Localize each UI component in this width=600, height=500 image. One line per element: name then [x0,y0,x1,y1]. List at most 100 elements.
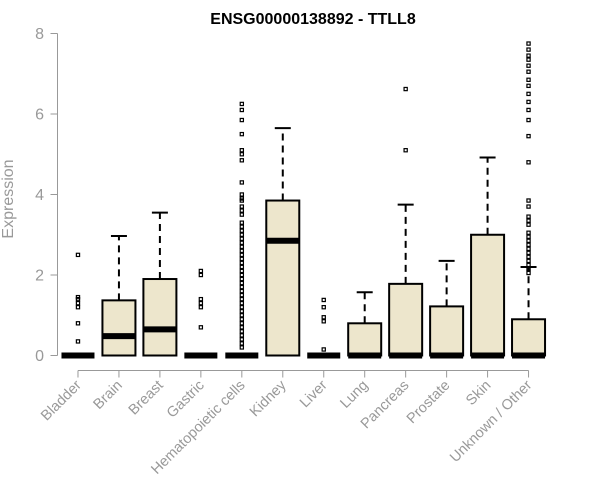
outlier-point [526,222,531,227]
outlier-point [526,69,531,74]
x-tick-label: Bladder [38,377,85,424]
outlier-point [239,228,245,233]
y-tick-label: 0 [35,348,44,365]
outlier-point [198,268,204,274]
outlier-point [526,41,531,46]
box-rect [101,299,137,357]
outlier-point [239,212,245,217]
box-gastric [184,268,218,359]
outlier-point [239,252,245,258]
outlier-point [239,248,245,254]
outlier-point [239,240,245,245]
outlier-point [526,218,531,223]
box-series [61,41,547,359]
outlier-point [239,313,245,318]
outlier-point [239,107,245,113]
outlier-point [239,260,245,266]
outlier-point [239,272,245,278]
outlier-point [239,300,245,306]
outlier-point [239,148,245,153]
y-axis-label: Expression [0,159,17,238]
outlier-point [239,296,245,302]
outlier-point [239,244,245,250]
x-tick-label: Brain [91,378,126,413]
outlier-point [75,296,81,302]
outlier-point [239,264,245,270]
box-rect [142,278,178,357]
outlier-point [526,254,531,260]
outlier-point [239,341,245,346]
box-pancreas [388,86,424,359]
box-bladder [61,252,95,359]
outlier-point [75,339,81,344]
outlier-point [526,117,531,123]
x-tick-label: Prostate [404,378,453,427]
outlier-point [239,317,245,322]
outlier-point [321,347,326,352]
box-skin [470,156,506,359]
outlier-point [526,99,531,105]
outlier-point [526,234,531,239]
outlier-point [239,220,245,225]
outlier-point [75,300,81,306]
chart-title: ENSG00000138892 - TTLL8 [210,11,416,28]
outlier-point [321,305,326,310]
outlier-point [75,252,81,258]
box-rect [511,318,547,357]
outlier-point [239,284,245,290]
outlier-point [526,262,531,268]
outlier-point [526,77,531,82]
outlier-point [239,180,245,185]
outlier-point [239,337,245,342]
box-kidney [265,127,301,357]
outlier-point [526,53,531,58]
box-liver [307,297,341,359]
outlier-point [239,131,245,137]
outlier-point [526,270,531,276]
outlier-point [198,296,204,302]
outlier-point [526,204,531,209]
outlier-point [321,315,326,320]
y-tick-label: 8 [35,26,44,43]
outlier-point [198,272,204,278]
outlier-point [526,83,531,89]
outlier-point [526,266,531,272]
outlier-point [239,236,245,241]
outlier-point [526,214,531,219]
outlier-point [526,230,531,235]
outlier-point [526,63,531,68]
outlier-point [526,258,531,264]
outlier-point [239,333,245,338]
box-prostate [429,259,465,359]
outlier-point [403,148,408,153]
outlier-point [239,158,245,163]
outlier-point [239,192,245,197]
outlier-point [239,305,245,310]
outlier-point [526,107,531,113]
outlier-point [321,297,326,303]
y-tick-label: 2 [35,268,44,285]
outlier-point [239,321,245,326]
outlier-point [239,309,245,314]
outlier-point [239,345,245,350]
y-axis: 0 2 4 6 8 [35,26,58,365]
x-tick-label: Lung [337,378,371,412]
outlier-point [239,268,245,274]
outlier-point [526,242,531,248]
box-rect [347,322,383,357]
outlier-point [239,292,245,298]
box-breast [142,211,178,357]
box-hematopoietic-cells [225,101,259,359]
box-lung [347,291,383,359]
box-rect [429,305,465,357]
outlier-point [239,117,245,123]
x-tick-label: Liver [297,377,331,411]
box-rect [265,199,301,357]
outlier-point [239,256,245,262]
x-tick-label: Kidney [247,377,290,420]
outlier-point [526,238,531,243]
outlier-point [75,321,81,326]
y-tick-label: 6 [35,107,44,124]
outlier-point [526,47,531,52]
